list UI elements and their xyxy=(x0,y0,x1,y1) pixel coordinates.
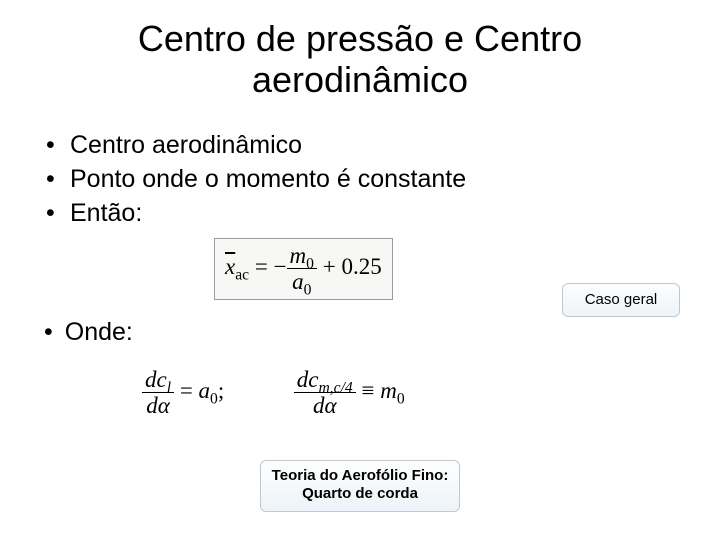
eq-var: m xyxy=(290,243,307,268)
eq-alpha: α xyxy=(324,393,336,418)
eq-d: d xyxy=(145,367,157,392)
eq-alpha: α xyxy=(158,393,170,418)
bullet-list: Centro aerodinâmico Ponto onde o momento… xyxy=(38,129,682,229)
equation-xac: xac = −m0a0 + 0.25 xyxy=(225,254,382,279)
eq-var: c xyxy=(308,367,318,392)
eq-sub: 0 xyxy=(304,282,312,299)
eq-var: c xyxy=(157,367,167,392)
equation-box-xac: xac = −m0a0 + 0.25 xyxy=(214,238,393,300)
eq-d: d xyxy=(297,367,309,392)
eq-op: ≡ xyxy=(356,378,380,403)
eq-sub: 0 xyxy=(397,390,405,407)
eq-fraction: dcl dα xyxy=(142,368,174,417)
bullet-item: Centro aerodinâmico xyxy=(44,129,682,161)
eq-sub: 0 xyxy=(210,390,218,407)
eq-fraction: dcm,c/4 dα xyxy=(294,368,356,417)
bullet-item: Ponto onde o momento é constante xyxy=(44,163,682,195)
badge-caso-geral: Caso geral xyxy=(562,283,680,317)
eq-sub: ac xyxy=(235,266,249,283)
eq-var: m xyxy=(380,378,397,403)
equation-definitions: dcl dα = a0; dcm,c/4 dα ≡ m0 xyxy=(142,368,405,417)
badge-line: Quarto de corda xyxy=(302,485,418,502)
eq-var: x xyxy=(225,254,235,279)
slide-title: Centro de pressão e Centro aerodinâmico xyxy=(38,18,682,101)
eq-d: d xyxy=(313,393,325,418)
eq-var: a xyxy=(199,378,211,403)
eq-tail: + 0.25 xyxy=(317,254,382,279)
badge-teoria: Teoria do Aerofólio Fino: Quarto de cord… xyxy=(260,460,460,512)
badge-line: Teoria do Aerofólio Fino: xyxy=(272,467,449,484)
eq-semi: ; xyxy=(218,378,224,403)
bullet-item: Então: xyxy=(44,197,682,229)
eq-op: = − xyxy=(249,254,286,279)
eq-op: = xyxy=(174,378,198,403)
eq-var: a xyxy=(292,269,304,294)
bullet-onde: Onde: xyxy=(44,318,133,347)
eq-d: d xyxy=(146,393,158,418)
eq-fraction: m0a0 xyxy=(287,244,317,293)
